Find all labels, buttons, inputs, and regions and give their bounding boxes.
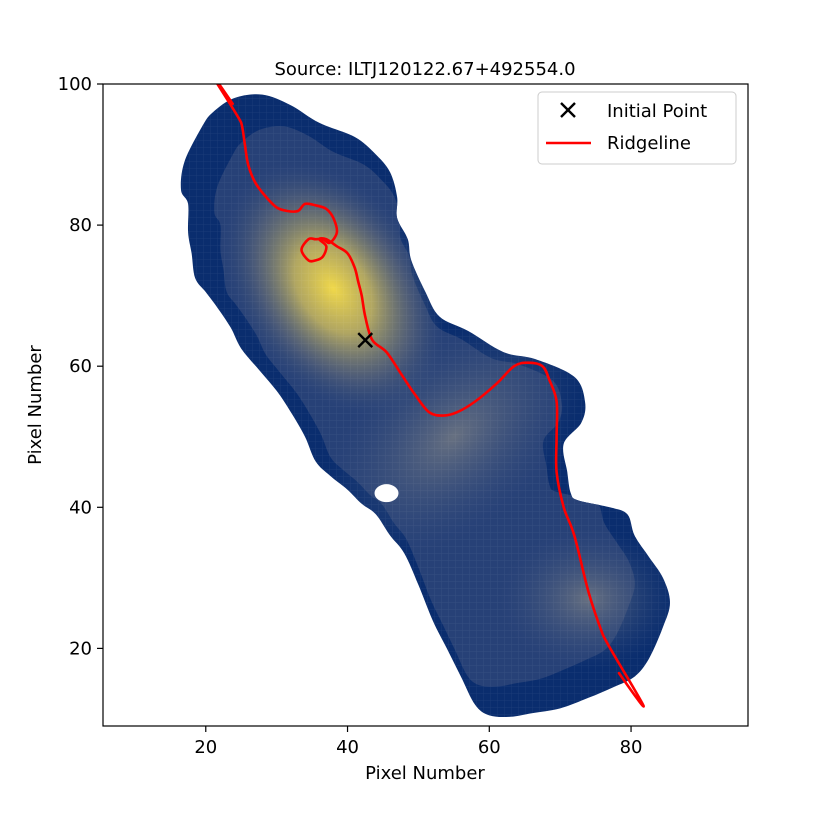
- x-tick-label: 20: [194, 737, 217, 758]
- x-tick-label: 40: [336, 737, 359, 758]
- x-axis: 20 40 60 80: [194, 726, 643, 758]
- plot-area: [180, 84, 670, 718]
- plot-frame: [102, 83, 749, 727]
- initial-point-marker: [357, 332, 374, 348]
- x-tick-label: 60: [478, 737, 501, 758]
- source-hole: [374, 484, 399, 503]
- legend-box: [537, 91, 737, 165]
- y-axis: 20 40 60 80 100: [58, 74, 103, 659]
- legend-label-initial-point: Initial Point: [607, 101, 707, 122]
- y-tick-label: 60: [69, 356, 92, 377]
- ridgeline-line: [215, 84, 645, 708]
- pixel-grid: [180, 94, 670, 718]
- source-image: [180, 94, 670, 718]
- legend-label-ridgeline: Ridgeline: [607, 133, 691, 154]
- legend-marker-initial-point: [560, 102, 576, 118]
- y-tick-label: 80: [69, 215, 92, 236]
- legend: Initial Point Ridgeline: [537, 91, 737, 165]
- source-brightness: [180, 94, 670, 718]
- initial-point-marker-stroke: [357, 332, 374, 348]
- y-tick-label: 20: [69, 638, 92, 659]
- x-axis-label: Pixel Number: [365, 763, 485, 784]
- y-axis-label: Pixel Number: [25, 345, 46, 465]
- y-tick-label: 40: [69, 497, 92, 518]
- x-tick-label: 80: [620, 737, 643, 758]
- chart-title: Source: ILTJ120122.67+492554.0: [274, 59, 575, 80]
- y-tick-label: 100: [58, 74, 92, 95]
